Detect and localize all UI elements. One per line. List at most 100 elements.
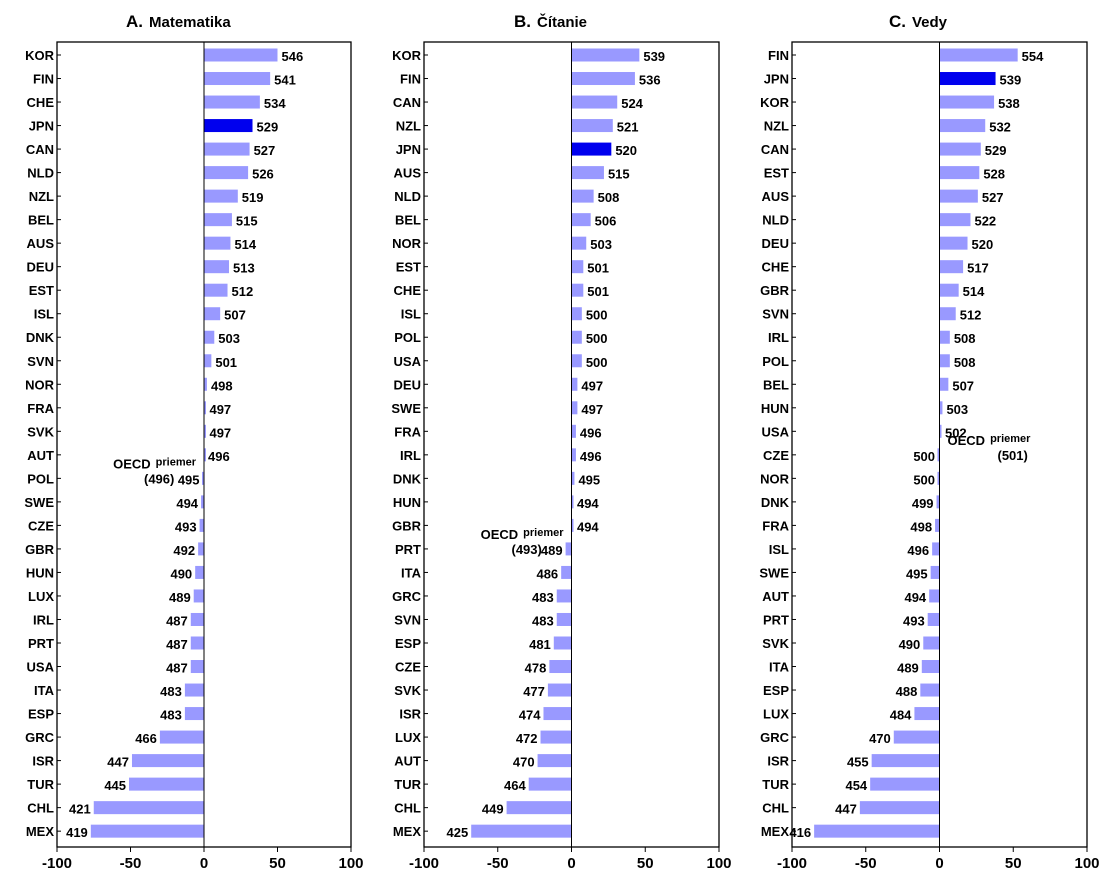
category-label-nld: NLD bbox=[394, 189, 421, 204]
category-label-cze: CZE bbox=[28, 518, 54, 533]
bar-est bbox=[571, 260, 584, 274]
bar-isl bbox=[932, 542, 940, 556]
chart-title-letter: A. bbox=[126, 12, 143, 31]
bar-isr bbox=[131, 754, 204, 768]
value-label-aut: 470 bbox=[513, 755, 535, 770]
value-label-cze: 478 bbox=[525, 661, 547, 676]
value-label-tur: 454 bbox=[845, 778, 867, 793]
category-label-chl: CHL bbox=[762, 801, 789, 816]
bar-deu bbox=[571, 377, 578, 391]
value-label-kor: 538 bbox=[998, 96, 1020, 111]
value-label-grc: 483 bbox=[532, 590, 554, 605]
bar-esp bbox=[184, 707, 204, 721]
bar-lux bbox=[540, 730, 572, 744]
value-label-hun: 494 bbox=[577, 496, 599, 511]
bar-svn bbox=[939, 307, 956, 321]
bar-aus bbox=[204, 236, 231, 250]
category-label-can: CAN bbox=[393, 95, 421, 110]
value-label-swe: 494 bbox=[176, 496, 198, 511]
category-label-usa: USA bbox=[762, 424, 790, 439]
x-tick-label: -50 bbox=[120, 855, 142, 872]
bar-nld bbox=[939, 213, 971, 227]
bar-mex bbox=[471, 824, 572, 838]
value-label-dnk: 503 bbox=[218, 331, 240, 346]
category-label-tur: TUR bbox=[27, 777, 54, 792]
value-label-isl: 496 bbox=[907, 543, 929, 558]
value-label-irl: 487 bbox=[166, 613, 188, 628]
bar-tur bbox=[870, 777, 940, 791]
value-label-deu: 497 bbox=[581, 378, 603, 393]
value-label-fra: 497 bbox=[209, 402, 231, 417]
chart-panel-3: FIN 554 JPN 539 KOR 538 NZL 532 CAN 529 EST 528 AUS 5… bbox=[759, 41, 1100, 872]
bar-pol bbox=[939, 354, 950, 368]
value-label-bel: 515 bbox=[236, 214, 258, 229]
oecd-sublabel: priemer bbox=[523, 527, 564, 539]
bar-fra bbox=[935, 518, 940, 532]
category-label-can: CAN bbox=[761, 142, 789, 157]
bar-nzl bbox=[939, 119, 986, 133]
category-label-nld: NLD bbox=[762, 213, 789, 228]
bar-dnk bbox=[936, 495, 940, 509]
bar-kor bbox=[571, 48, 640, 62]
value-label-nor: 500 bbox=[913, 472, 935, 487]
value-label-ita: 483 bbox=[160, 684, 182, 699]
value-label-nzl: 521 bbox=[617, 120, 639, 135]
category-label-dnk: DNK bbox=[26, 330, 55, 345]
category-label-che: CHE bbox=[27, 95, 55, 110]
category-label-lux: LUX bbox=[763, 707, 789, 722]
chart-title: A. Matematika bbox=[126, 12, 231, 31]
value-label-che: 501 bbox=[587, 284, 609, 299]
value-label-swe: 495 bbox=[906, 566, 928, 581]
bar-can bbox=[939, 142, 981, 156]
bar-prt bbox=[565, 542, 572, 556]
bar-esp bbox=[553, 636, 572, 650]
value-label-fra: 496 bbox=[580, 425, 602, 440]
value-label-dnk: 499 bbox=[912, 496, 934, 511]
bar-usa bbox=[190, 660, 204, 674]
value-label-svn: 483 bbox=[532, 613, 554, 628]
category-label-hun: HUN bbox=[393, 495, 421, 510]
value-label-prt: 489 bbox=[541, 543, 563, 558]
value-label-grc: 470 bbox=[869, 731, 891, 746]
category-label-bel: BEL bbox=[28, 213, 54, 228]
x-tick-label: 50 bbox=[1005, 855, 1022, 872]
value-label-aus: 527 bbox=[982, 190, 1004, 205]
category-label-esp: ESP bbox=[28, 707, 54, 722]
oecd-average-value: (501) bbox=[998, 448, 1028, 463]
bar-aus bbox=[939, 189, 978, 203]
bar-swe bbox=[930, 565, 940, 579]
x-tick-label: 0 bbox=[935, 855, 943, 872]
value-label-chl: 449 bbox=[482, 802, 504, 817]
bar-fin bbox=[571, 72, 635, 86]
value-label-irl: 508 bbox=[954, 331, 976, 346]
value-label-pol: 500 bbox=[586, 331, 608, 346]
bar-aut bbox=[204, 448, 206, 462]
bar-isl bbox=[204, 307, 221, 321]
category-label-nzl: NZL bbox=[29, 189, 54, 204]
category-label-grc: GRC bbox=[25, 730, 55, 745]
bar-chl bbox=[93, 801, 204, 815]
value-label-fin: 541 bbox=[274, 73, 296, 88]
category-label-chl: CHL bbox=[27, 801, 54, 816]
bar-nor bbox=[937, 471, 940, 485]
bar-svn bbox=[556, 612, 572, 626]
bar-gbr bbox=[198, 542, 204, 556]
bar-deu bbox=[204, 260, 229, 274]
value-label-fra: 498 bbox=[910, 519, 932, 534]
bar-kor bbox=[204, 48, 278, 62]
category-label-irl: IRL bbox=[400, 448, 421, 463]
oecd-label: OECD bbox=[113, 457, 151, 472]
category-label-deu: DEU bbox=[394, 377, 421, 392]
bar-aut bbox=[537, 754, 572, 768]
bar-tur bbox=[528, 777, 572, 791]
category-label-irl: IRL bbox=[768, 330, 789, 345]
category-label-nld: NLD bbox=[27, 166, 54, 181]
value-label-esp: 488 bbox=[896, 684, 918, 699]
value-label-svk: 477 bbox=[523, 684, 545, 699]
bar-nld bbox=[571, 189, 594, 203]
value-label-est: 528 bbox=[983, 167, 1005, 182]
value-label-isr: 447 bbox=[107, 755, 129, 770]
category-label-aut: AUT bbox=[762, 589, 789, 604]
x-tick-label: 100 bbox=[706, 855, 731, 872]
bar-hun bbox=[195, 565, 204, 579]
